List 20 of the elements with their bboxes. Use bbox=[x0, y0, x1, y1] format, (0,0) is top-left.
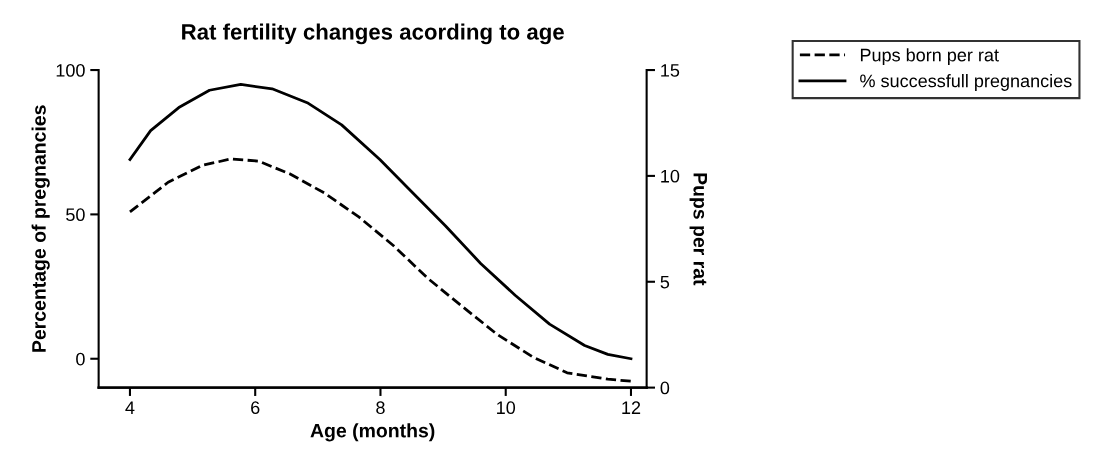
chart-title: Rat fertility changes acording to age bbox=[182, 23, 564, 45]
line-series bbox=[128, 157, 633, 383]
y-tick-label: 0 bbox=[76, 352, 85, 366]
y-axis-title: Percentage of pregnancies bbox=[31, 105, 50, 352]
y2-tick-label: 0 bbox=[660, 381, 670, 395]
x-tick-label: 12 bbox=[622, 401, 641, 414]
x-tick-label: 10 bbox=[497, 401, 516, 415]
legend-label: Pups born per rat bbox=[860, 48, 999, 66]
y2-tick-label: 15 bbox=[661, 64, 680, 77]
y2-tick-label: 5 bbox=[660, 275, 670, 289]
y2-axis-title: Pups per rat bbox=[689, 173, 707, 286]
x-tick-label: 4 bbox=[125, 401, 135, 414]
legend-label: % successfull pregnancies bbox=[860, 74, 1072, 91]
x-tick-label: 8 bbox=[376, 401, 385, 415]
x-tick-label: 6 bbox=[251, 401, 260, 415]
x-axis-title: Age (months) bbox=[310, 423, 435, 442]
y-tick-label: 50 bbox=[66, 208, 85, 222]
line-series bbox=[128, 83, 633, 361]
y2-tick-label: 10 bbox=[661, 169, 680, 183]
y-tick-label: 100 bbox=[56, 63, 85, 77]
